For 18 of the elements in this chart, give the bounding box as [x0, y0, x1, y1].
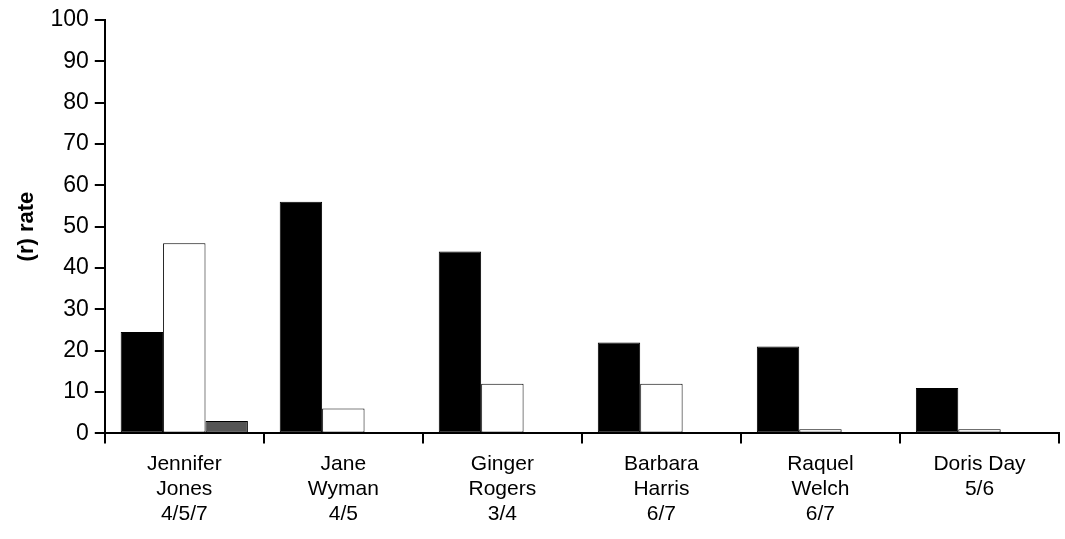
y-tick-label: 50	[63, 211, 89, 238]
y-tick-label: 100	[50, 5, 89, 32]
y-tick-label: 70	[63, 129, 89, 156]
x-tick-label: Doris Day 5/6	[933, 450, 1027, 499]
y-tick-label: 0	[75, 418, 89, 445]
y-tick-label: 10	[63, 377, 89, 404]
x-tick-label: Raquel Welch 6/7	[787, 450, 854, 525]
y-tick-label: 40	[63, 253, 89, 280]
y-axis-title: (r) rate	[13, 191, 39, 262]
y-tick-label: 90	[63, 46, 89, 73]
x-tick-label: Jane Wyman 4/5	[307, 450, 379, 525]
x-tick-label: Barbara Harris 6/7	[624, 450, 700, 525]
x-tick-label: Ginger Rogers 3/4	[468, 450, 537, 525]
y-tick-label: 30	[63, 294, 89, 321]
y-tick-label: 80	[63, 87, 89, 114]
y-tick-label: 60	[63, 170, 89, 197]
y-tick-label: 20	[63, 336, 89, 363]
x-tick-label: Jennifer Jones 4/5/7	[146, 450, 222, 525]
